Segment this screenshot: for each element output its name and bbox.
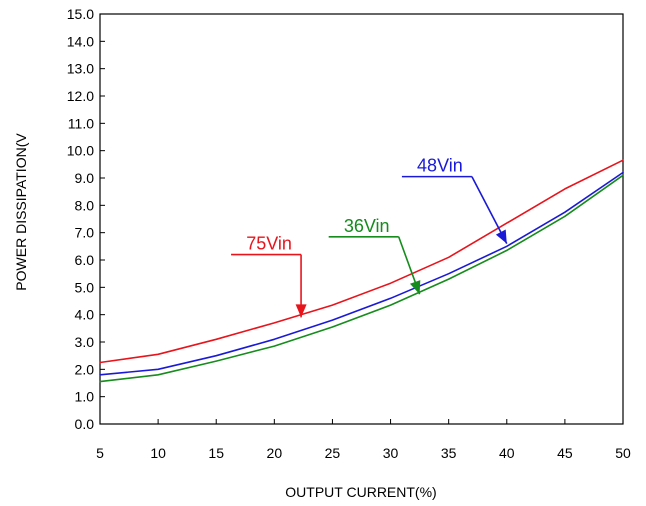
x-tick-label: 20 (267, 445, 283, 461)
y-tick-label: 14.0 (67, 33, 94, 49)
x-tick-label: 50 (615, 445, 631, 461)
x-tick-label: 30 (383, 445, 399, 461)
y-tick-label: 5.0 (75, 279, 95, 295)
y-tick-label: 7.0 (75, 225, 95, 241)
x-tick-label: 40 (499, 445, 515, 461)
y-tick-label: 6.0 (75, 252, 95, 268)
annotation-arrowhead-75vin (295, 304, 307, 318)
y-tick-label: 10.0 (67, 143, 94, 159)
series-layer (99, 159, 624, 383)
y-tick-label: 11.0 (68, 115, 94, 131)
y-tick-label: 8.0 (75, 197, 95, 213)
x-axis-ticks: 5 10 15 20 25 30 35 40 45 50 (96, 419, 631, 461)
series-label-48vin: 48Vin (417, 156, 463, 176)
series-label-75vin: 75Vin (246, 234, 292, 254)
series-label-36vin: 36Vin (344, 216, 390, 236)
annotation-arrowhead-36vin (410, 280, 421, 295)
annotation-arrowhead-48vin (495, 229, 507, 244)
x-tick-label: 15 (208, 445, 224, 461)
y-tick-label: 4.0 (75, 307, 95, 323)
x-tick-label: 45 (557, 445, 573, 461)
plot-area (99, 13, 624, 425)
y-tick-label: 13.0 (67, 61, 94, 77)
series-line-36vin (99, 174, 624, 383)
series-line-48vin (99, 171, 624, 376)
y-axis-ticks: 0.0 1.0 2.0 3.0 4.0 5.0 6.0 7.0 8.0 9.0 10.0 11.0 12… (67, 6, 105, 432)
y-axis-label: POWER DISSIPATION(V (13, 133, 29, 291)
series-line-75vin (99, 159, 624, 364)
x-axis-label: OUTPUT CURRENT(%) (285, 484, 436, 500)
y-tick-label: 2.0 (75, 361, 95, 377)
y-tick-label: 12.0 (67, 88, 94, 104)
y-tick-label: 0.0 (75, 416, 95, 432)
x-tick-label: 25 (325, 445, 341, 461)
x-tick-label: 5 (96, 445, 104, 461)
y-tick-label: 9.0 (75, 170, 95, 186)
y-tick-label: 3.0 (75, 334, 95, 350)
x-tick-label: 35 (441, 445, 457, 461)
y-tick-label: 1.0 (75, 389, 95, 405)
y-tick-label: 15.0 (67, 6, 94, 22)
x-tick-label: 10 (150, 445, 166, 461)
annotation-layer: 75Vin 48Vin 36Vin (231, 156, 508, 318)
